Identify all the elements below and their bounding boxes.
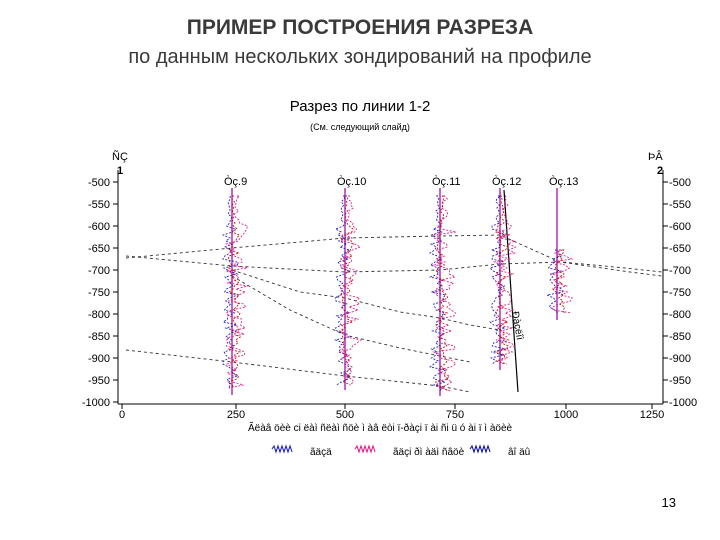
y-tick-label-right: -550	[669, 199, 691, 211]
x-tick-label: 500	[336, 409, 354, 421]
sounding-curve-magenta	[432, 195, 457, 392]
left-end-label: ÑÇ	[112, 150, 128, 163]
x-tick-label: 250	[227, 409, 245, 421]
slide-subtitle: по данным нескольких зондирований на про…	[128, 46, 592, 68]
sounding-curve-red	[494, 195, 510, 365]
station-label: Òç.13	[549, 175, 578, 188]
legend-label: âî äû	[508, 447, 530, 458]
y-axis-left-ticks: -500 -550 -600 -650 -700 -750 -800 -850 -900 -950…	[82, 177, 118, 409]
x-tick-label: 1250	[640, 409, 664, 421]
y-tick-label-right: -950	[669, 375, 691, 387]
stations: Òç.9 Òç.10 Òç.11 Òç.12 Òç.13	[221, 175, 578, 396]
fault-line	[503, 189, 519, 393]
legend-label: ãäçä	[310, 447, 332, 458]
y-tick-label-left: -500	[88, 177, 110, 189]
sounding-curve-red	[435, 195, 450, 392]
y-tick-label-right: -1000	[669, 397, 697, 409]
sounding-curve-blue	[428, 195, 448, 392]
sounding-curve-magenta	[224, 195, 249, 389]
section-note: (См. следующий слайд)	[310, 122, 410, 132]
legend-swatch	[354, 444, 376, 454]
y-tick-label-left: -550	[88, 199, 110, 211]
y-tick-label-left: -1000	[82, 397, 110, 409]
x-tick-label: 0	[119, 409, 125, 421]
boundary-line-second	[125, 255, 663, 273]
sounding-curve-magenta	[492, 195, 517, 365]
y-tick-label-right: -600	[669, 221, 691, 233]
legend-swatch	[271, 444, 293, 454]
boundary-line-upper	[125, 234, 663, 277]
x-tick-label: 750	[446, 409, 464, 421]
layer-boundaries	[125, 234, 663, 393]
y-tick-label-left: -600	[88, 221, 110, 233]
section-title: Разрез по линии 1-2	[289, 98, 431, 115]
slide-title: ПРИМЕР ПОСТРОЕНИЯ РАЗРЕЗА	[186, 16, 534, 39]
sounding-curve-blue	[545, 249, 564, 314]
y-tick-label-right: -800	[669, 309, 691, 321]
left-end-number: 1	[117, 165, 123, 177]
y-tick-label-right: -700	[669, 265, 691, 277]
y-tick-label-left: -750	[88, 287, 110, 299]
legend-label: ãäçi ðì àäì ñâöè	[393, 446, 465, 458]
y-tick-label-right: -750	[669, 287, 691, 299]
y-tick-label-left: -650	[88, 243, 110, 255]
right-end-label: ÞÂ	[648, 150, 663, 163]
y-tick-label-left: -850	[88, 331, 110, 343]
boundary-line-middle	[231, 269, 501, 331]
boundary-line-deep	[125, 349, 471, 393]
sounding-curve-red	[552, 249, 566, 314]
y-tick-label-left: -800	[88, 309, 110, 321]
y-tick-label-right: -850	[669, 331, 691, 343]
y-tick-label-right: -900	[669, 353, 691, 365]
boundary-line-lower	[231, 275, 471, 363]
right-end-number: 2	[657, 165, 663, 177]
x-axis-caption: Ãëàâ öèè ci ëàì ñëàì ñöè ì àâ ëòi ï-ðàçi…	[248, 421, 513, 434]
y-tick-label-left: -700	[88, 265, 110, 277]
station-label: Òç.12	[492, 175, 521, 188]
sounding-curve-blue	[489, 195, 507, 365]
legend-swatch	[469, 444, 491, 454]
y-tick-label-right: -650	[669, 243, 691, 255]
station-label: Òç.9	[224, 175, 247, 188]
y-tick-label-left: -900	[88, 353, 110, 365]
legend: ãäçä ãäçi ðì àäì ñâöè âî äû	[271, 444, 530, 458]
sounding-curve-red	[227, 195, 242, 389]
page-number: 13	[661, 495, 676, 510]
y-tick-label-right: -500	[669, 177, 691, 189]
sounding-curve-blue	[221, 195, 240, 389]
station-label: Òç.11	[432, 175, 461, 188]
sounding-curve-magenta	[338, 195, 362, 386]
y-axis-right-ticks: -500 -550 -600 -650 -700 -750 -800 -850 -900 -950…	[663, 177, 697, 409]
y-tick-label-left: -950	[88, 375, 110, 387]
station-label: Òç.10	[337, 175, 366, 188]
fault-label: Ðàçëîì	[509, 311, 525, 342]
x-tick-label: 1000	[554, 409, 578, 421]
x-axis-ticks: 0 250 500 750 1000 1250	[119, 404, 664, 421]
